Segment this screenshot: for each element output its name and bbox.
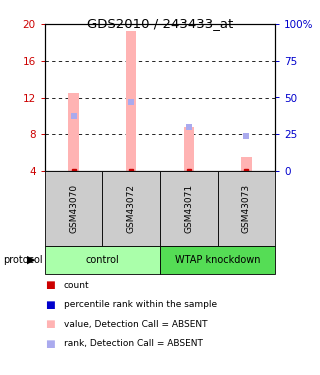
- Text: ▶: ▶: [27, 255, 36, 265]
- Bar: [241, 157, 252, 171]
- Bar: [68, 93, 79, 171]
- Text: rank, Detection Call = ABSENT: rank, Detection Call = ABSENT: [64, 339, 203, 348]
- Bar: [160, 171, 218, 246]
- Text: ■: ■: [45, 280, 54, 291]
- Text: ■: ■: [45, 300, 54, 310]
- Bar: [160, 246, 275, 274]
- Bar: [184, 127, 194, 171]
- Text: GSM43070: GSM43070: [69, 184, 78, 232]
- Text: GSM43072: GSM43072: [127, 184, 136, 232]
- Text: control: control: [85, 255, 119, 265]
- Text: WTAP knockdown: WTAP knockdown: [175, 255, 260, 265]
- Text: percentile rank within the sample: percentile rank within the sample: [64, 300, 217, 309]
- Text: count: count: [64, 281, 90, 290]
- Bar: [126, 31, 136, 171]
- Text: GSM43073: GSM43073: [242, 184, 251, 232]
- Text: value, Detection Call = ABSENT: value, Detection Call = ABSENT: [64, 320, 207, 329]
- Text: protocol: protocol: [3, 255, 43, 265]
- Text: ■: ■: [45, 320, 54, 330]
- Bar: [218, 171, 275, 246]
- Bar: [45, 171, 102, 246]
- Text: GDS2010 / 243433_at: GDS2010 / 243433_at: [87, 17, 233, 30]
- Bar: [102, 171, 160, 246]
- Text: ■: ■: [45, 339, 54, 349]
- Bar: [45, 246, 160, 274]
- Text: GSM43071: GSM43071: [184, 184, 193, 232]
